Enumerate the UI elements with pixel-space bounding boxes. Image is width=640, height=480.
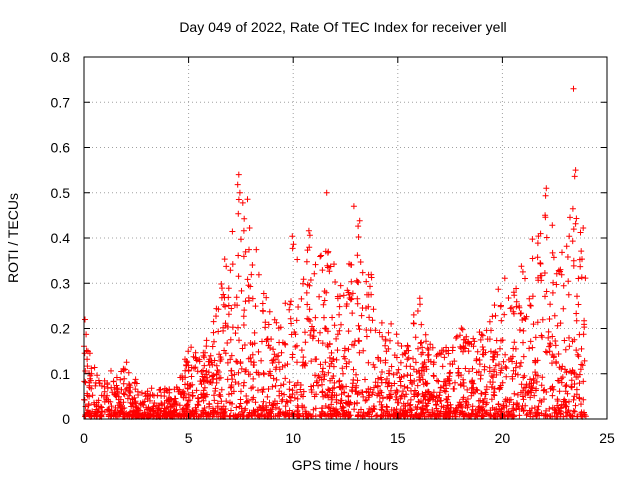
y-axis-label: ROTI / TECUs xyxy=(5,193,21,283)
y-tick-label: 0.5 xyxy=(51,185,71,201)
y-tick-label: 0.4 xyxy=(51,230,71,246)
y-axis-ticks: 0 0.1 0.2 0.3 0.4 0.5 0.6 0.7 0.8 xyxy=(51,49,607,427)
x-tick-label: 10 xyxy=(285,430,301,446)
grid-lines xyxy=(84,57,607,419)
data-points xyxy=(81,85,589,420)
y-tick-label: 0 xyxy=(62,411,70,427)
x-axis-label: GPS time / hours xyxy=(292,457,399,473)
y-tick-label: 0.6 xyxy=(51,140,71,156)
y-tick-label: 0.3 xyxy=(51,275,71,291)
y-tick-label: 0.7 xyxy=(51,94,71,110)
y-tick-label: 0.2 xyxy=(51,321,71,337)
roti-marker xyxy=(81,85,589,420)
x-tick-label: 0 xyxy=(80,430,88,446)
y-tick-label: 0.8 xyxy=(51,49,71,65)
x-tick-label: 25 xyxy=(599,430,615,446)
y-tick-label: 0.1 xyxy=(51,366,71,382)
x-tick-label: 15 xyxy=(390,430,406,446)
x-tick-label: 5 xyxy=(185,430,193,446)
x-axis-ticks: 0 5 10 15 20 25 xyxy=(80,57,615,446)
chart-title: Day 049 of 2022, Rate Of TEC Index for r… xyxy=(179,19,506,35)
x-tick-label: 20 xyxy=(495,430,511,446)
